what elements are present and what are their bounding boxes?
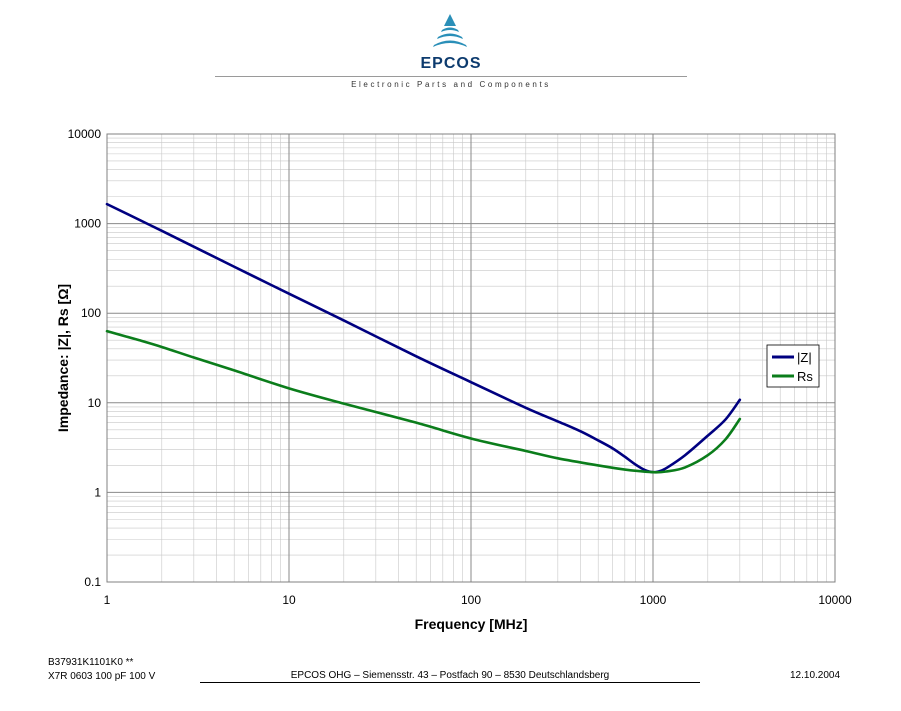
epcos-logo-mark-icon <box>433 14 467 47</box>
part-spec: X7R 0603 100 pF 100 V <box>48 671 156 682</box>
x-tick-label: 100 <box>461 593 481 607</box>
x-axis-label: Frequency [MHz] <box>415 616 528 632</box>
series-group <box>105 202 742 474</box>
header-divider <box>215 76 687 77</box>
legend-label: Rs <box>797 369 813 384</box>
series-line-rs <box>105 329 742 474</box>
y-tick-label: 100 <box>81 306 101 320</box>
y-tick-label: 0.1 <box>84 575 101 589</box>
y-tick-label: 10 <box>88 396 102 410</box>
y-tick-label: 1 <box>94 485 101 499</box>
legend: |Z| Rs <box>766 344 820 388</box>
x-tick-label: 1000 <box>640 593 667 607</box>
series-line-z <box>105 202 742 474</box>
y-tick-label: 1000 <box>74 217 101 231</box>
part-number: B37931K1101K0 ** <box>48 657 134 668</box>
document-date: 12.10.2004 <box>790 670 841 681</box>
legend-label: |Z| <box>797 350 812 365</box>
plot-border <box>106 133 836 583</box>
brand-tagline: Electronic Parts and Components <box>351 80 551 89</box>
x-tick-label: 10000 <box>818 593 852 607</box>
y-tick-label: 10000 <box>68 127 102 141</box>
epcos-logo: EPCOS Electronic Parts and Components <box>215 8 687 92</box>
brand-name: EPCOS <box>420 55 482 72</box>
legend-box <box>766 344 820 388</box>
y-axis-label: Impedance: |Z|, Rs [Ω] <box>55 284 71 432</box>
company-address: EPCOS OHG – Siemensstr. 43 – Postfach 90… <box>200 670 700 683</box>
x-tick-label: 10 <box>282 593 296 607</box>
x-tick-label: 1 <box>104 593 111 607</box>
